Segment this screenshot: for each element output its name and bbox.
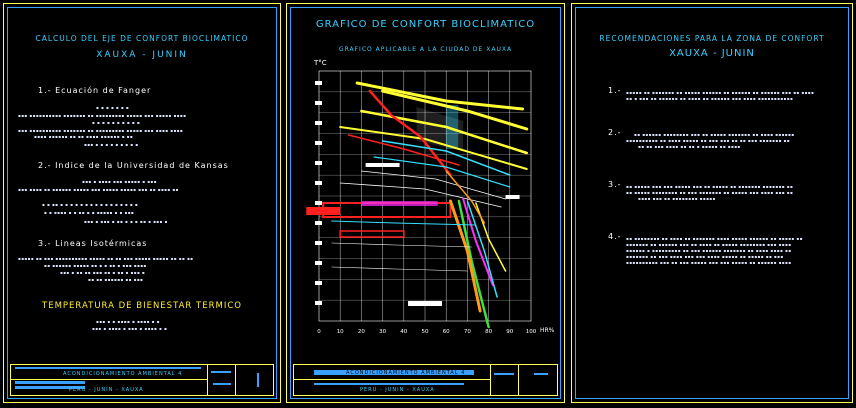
chart-y-tick-mark <box>315 281 322 285</box>
chart-x-tick-label: 0 <box>317 329 321 335</box>
curve-magenta <box>462 198 494 286</box>
sheet-recomendaciones-subtitle: XAUXA - JUNIN <box>669 48 755 59</box>
sheet-recomendaciones-frame <box>575 7 849 399</box>
bioclimatic-chart: 0 10 20 30 40 50 60 70 80 90 100 T°C HR% <box>306 59 555 335</box>
curve-yellow-2 <box>381 89 529 131</box>
chart-y-axis-label: T°C <box>313 59 327 67</box>
chart-x-tick-label: 60 <box>443 329 450 335</box>
title-block-1-location: PERU - JUNIN - XAUXA <box>69 387 144 393</box>
curve-yellow-4 <box>339 126 528 170</box>
curve-cyan-3 <box>466 200 498 298</box>
sheet-grafico-subtitle: GRAFICO APLICABLE A LA CIUDAD DE XAUXA <box>338 46 513 53</box>
title-block-1-top-row: ACONDICIONAMIENTO AMBIENTAL 4 <box>11 365 207 380</box>
title-block-sheet-2: ACONDICIONAMIENTO AMBIENTAL 4 PERU - JUN… <box>293 364 558 396</box>
chart-grid <box>315 70 532 322</box>
zone-band-magenta <box>361 201 438 206</box>
title-block-2-location: PERU - JUNIN - XAUXA <box>360 387 435 393</box>
chart-x-ticks: 0 10 20 30 40 50 60 70 80 90 100 <box>317 329 536 335</box>
chart-y-tick-mark <box>315 241 322 245</box>
title-block-2-course: ACONDICIONAMIENTO AMBIENTAL 4 <box>346 370 466 376</box>
curve-white-1 <box>361 170 506 200</box>
curve-red-1 <box>368 89 452 177</box>
chart-x-tick-label: 30 <box>379 329 386 335</box>
chart-x-axis-label: HR% <box>540 327 555 334</box>
recommendation-2-number: 2.- <box>608 128 622 137</box>
recommendation-1-number: 1.- <box>608 86 622 95</box>
zone-label-bar <box>505 195 520 199</box>
chart-y-tick-mark <box>315 121 322 125</box>
section-kansas-heading: 2.- Indice de la Universidad de Kansas <box>38 161 229 170</box>
chart-x-tick-label: 100 <box>526 329 537 335</box>
sheet-recomendaciones: RECOMENDACIONES PARA LA ZONA DE CONFORT … <box>571 3 853 403</box>
chart-y-tick-mark <box>315 201 322 205</box>
chart-y-tick-mark <box>315 141 322 145</box>
sheet-calculo-subtitle: XAUXA - JUNIN <box>96 50 188 60</box>
curve-yellow-1 <box>355 81 525 111</box>
chart-x-tick-label: 40 <box>400 329 407 335</box>
title-block-1-course: ACONDICIONAMIENTO AMBIENTAL 4 <box>63 371 183 377</box>
recommendation-4-number: 4.- <box>608 232 622 241</box>
chart-y-tick-mark <box>315 181 322 185</box>
sheet-calculo-frame <box>7 7 277 399</box>
sheet-calculo: CALCULO DEL EJE DE CONFORT BIOCLIMATICO … <box>3 3 281 403</box>
chart-x-tick-label: 90 <box>506 329 513 335</box>
chart-x-tick-label: 80 <box>485 329 492 335</box>
chart-x-tick-label: 20 <box>358 329 365 335</box>
chart-x-tick-label: 10 <box>337 329 344 335</box>
recommendation-3-number: 3.- <box>608 180 622 189</box>
curve-orange-2 <box>445 170 486 224</box>
chart-curves <box>331 81 529 329</box>
section-fanger-heading: 1.- Ecuación de Fanger <box>38 86 152 95</box>
zone-label-bar <box>365 163 400 167</box>
curve-red-2 <box>347 134 460 166</box>
sheet-grafico-title: GRAFICO DE CONFORT BIOCLIMATICO <box>315 19 536 30</box>
curve-yellow-3 <box>360 109 529 155</box>
sheet-grafico-frame <box>290 7 561 399</box>
curve-cyan-4 <box>331 220 477 226</box>
chart-x-tick-label: 70 <box>464 329 471 335</box>
curve-cyan-1 <box>381 140 511 176</box>
chart-y-tick-mark <box>315 301 322 305</box>
curve-white-2 <box>339 182 502 208</box>
zone-label-bar <box>408 301 442 306</box>
section-bienestar-heading: TEMPERATURA DE BIENESTAR TERMICO <box>42 301 242 311</box>
curve-cyan-2 <box>373 156 511 188</box>
curve-green <box>457 199 490 329</box>
zone-box-red-lower <box>339 230 405 238</box>
section-isotermicas-heading: 3.- Lineas Isotérmicas <box>38 239 148 248</box>
curve-orange <box>448 199 482 313</box>
sheet-grafico: GRAFICO DE CONFORT BIOCLIMATICO GRAFICO … <box>286 3 565 403</box>
title-block-sheet-1: ACONDICIONAMIENTO AMBIENTAL 4 PERU - JUN… <box>10 364 274 396</box>
chart-x-tick-label: 50 <box>422 329 429 335</box>
sheet-calculo-title: CALCULO DEL EJE DE CONFORT BIOCLIMATICO <box>35 34 249 43</box>
chart-y-tick-mark <box>315 81 322 85</box>
curve-white-3 <box>331 242 472 248</box>
sheet-recomendaciones-title: RECOMENDACIONES PARA LA ZONA DE CONFORT <box>599 34 825 43</box>
chart-y-tick-mark <box>315 161 322 165</box>
zone-band-cyan <box>446 105 459 149</box>
chart-y-tick-mark <box>315 221 322 225</box>
chart-y-tick-mark <box>315 261 322 265</box>
chart-y-tick-mark <box>315 101 322 105</box>
curve-white-4 <box>331 266 468 272</box>
chart-zones <box>306 105 520 306</box>
